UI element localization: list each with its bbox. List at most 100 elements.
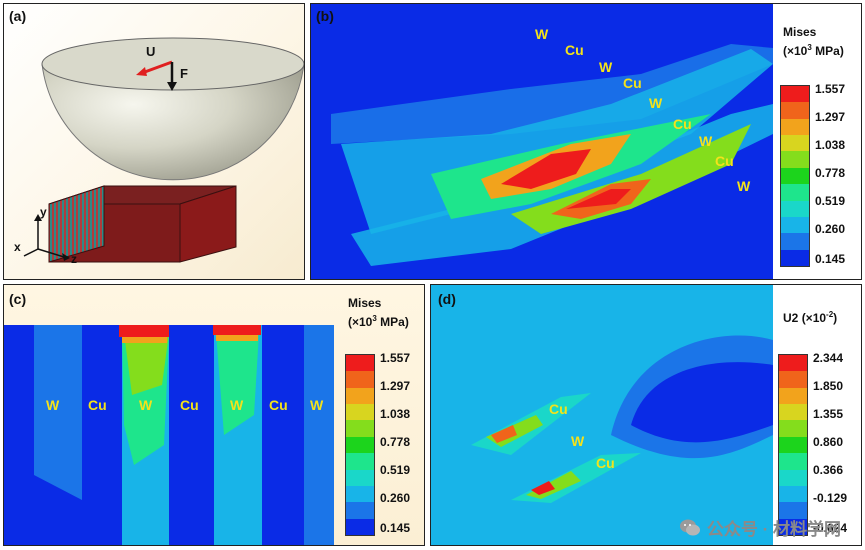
tick-label: 0.366: [813, 463, 844, 477]
colorbar-segment: [781, 167, 809, 185]
contact-red-1: [119, 325, 169, 337]
panel-c: (c) W Cu W Cu W Cu W Mises (×103 MPa) 1.…: [3, 284, 425, 546]
contour-red-2: [566, 189, 631, 209]
mat-label: W: [139, 397, 153, 413]
colorbar-c: [345, 354, 375, 536]
f-label: F: [180, 66, 188, 81]
tick-label: 2.344: [813, 351, 844, 365]
tick-label: 0.260: [815, 222, 846, 236]
tick-label: 1.557: [815, 82, 846, 96]
u-label: U: [146, 44, 156, 59]
mat-label: W: [699, 133, 713, 149]
u-arrow-head: [136, 67, 147, 76]
colorbar-segment: [346, 485, 374, 503]
cu-strip-1-orange: [491, 425, 517, 443]
colorbar-segment: [346, 436, 374, 454]
axis-y-head: [34, 214, 42, 221]
panel-a: (a) U F: [3, 3, 305, 280]
colorbar-segment: [781, 135, 809, 152]
legend-title-b: Mises (×103 MPa): [783, 25, 844, 58]
colorbar-segment: [346, 469, 374, 487]
contour-red-1: [501, 149, 591, 189]
mat-label: W: [649, 95, 663, 111]
tick-label: 1.038: [815, 138, 846, 152]
mat-label: W: [310, 397, 324, 413]
mat-label: W: [230, 397, 244, 413]
mat-label: Cu: [549, 401, 568, 417]
panel-b-contour: [311, 4, 773, 279]
tick-label: 0.519: [380, 463, 411, 477]
colorbar-segment: [346, 355, 374, 372]
panel-c-label: (c): [9, 291, 27, 307]
panel-a-label: (a): [9, 8, 27, 24]
colorbar-segment: [781, 200, 809, 218]
colorbar-segment: [346, 502, 374, 520]
colorbar-segment: [346, 387, 374, 405]
colorbar-segment: [781, 151, 809, 169]
colorbar-segment: [346, 518, 374, 536]
watermark: 公众号 · 材料学网: [679, 515, 841, 540]
colorbar-d: [778, 354, 808, 536]
panel-c-contour: [4, 325, 334, 545]
colorbar-segment: [779, 485, 807, 503]
panel-d-label: (d): [438, 291, 456, 307]
tick-label: 0.260: [380, 491, 411, 505]
f-arrow-head: [167, 82, 177, 91]
tick-label: 0.778: [380, 435, 411, 449]
tick-label: 0.519: [815, 194, 846, 208]
colorbar-segment: [346, 371, 374, 389]
contact-red-2: [213, 325, 261, 335]
colorbar-segment: [346, 453, 374, 471]
contact-orange-1: [122, 337, 167, 343]
contour-upper-band: [331, 44, 773, 144]
colorbar-segment: [346, 404, 374, 421]
tick-label: -0.624: [813, 521, 848, 535]
colorbar-segment: [779, 387, 807, 405]
tick-label: 1.297: [380, 379, 411, 393]
cu-strip-2-red: [531, 481, 555, 495]
colorbar-b: [780, 85, 810, 267]
mat-label: Cu: [88, 397, 107, 413]
contour-w-col-1: [34, 325, 82, 500]
colorbar-segment: [779, 371, 807, 389]
contour-w-col-3-green: [216, 333, 259, 435]
mat-label: W: [737, 178, 751, 194]
colorbar-segment: [779, 453, 807, 471]
mat-label: Cu: [596, 455, 615, 471]
panel-b-label: (b): [316, 8, 334, 24]
mat-label: W: [535, 26, 549, 42]
mat-label: Cu: [623, 75, 642, 91]
mat-label: Cu: [269, 397, 288, 413]
colorbar-segment: [779, 355, 807, 372]
axis-z-line: [37, 248, 65, 258]
mat-label: Cu: [715, 153, 734, 169]
colorbar-segment: [779, 469, 807, 487]
panel-d: (d) Cu W Cu U2 (×10-2) 2.344 1.850 1.355…: [430, 284, 862, 546]
legend-title-d: U2 (×10-2): [783, 310, 838, 325]
colorbar-segment: [779, 436, 807, 454]
tick-label: 0.778: [815, 166, 846, 180]
mat-label: Cu: [180, 397, 199, 413]
axis-x-label: x: [14, 240, 21, 254]
contour-w-col-2-yellowgreen: [124, 333, 169, 395]
colorbar-segment: [781, 216, 809, 234]
panel-b: (b) W Cu W Cu W Cu W Cu W Mises (×103 MP…: [310, 3, 862, 280]
colorbar-segment: [781, 249, 809, 267]
panel-a-model: [23, 37, 304, 263]
tick-label: 0.145: [815, 252, 846, 266]
mat-label: Cu: [565, 42, 584, 58]
tick-label: 1.297: [815, 110, 846, 124]
mat-label: W: [599, 59, 613, 75]
axis-z-label: z: [71, 252, 77, 266]
colorbar-segment: [781, 118, 809, 136]
tick-label: 1.850: [813, 379, 844, 393]
mat-label: W: [46, 397, 60, 413]
block-layered-face: [48, 185, 105, 263]
u-arrow: [141, 60, 173, 75]
hemisphere-indenter: [41, 63, 304, 181]
watermark-text: 公众号 · 材料学网: [706, 520, 841, 539]
panel-d-contour: [431, 285, 773, 545]
tick-label: 1.038: [380, 407, 411, 421]
tick-label: 1.557: [380, 351, 411, 365]
colorbar-segment: [781, 184, 809, 202]
